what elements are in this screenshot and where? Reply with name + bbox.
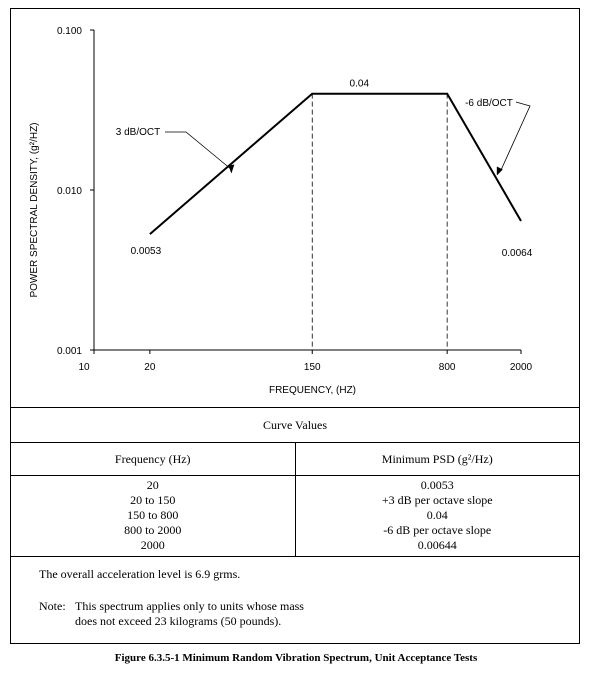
table-caption: Curve Values	[11, 408, 579, 443]
annotation-6db-leader	[500, 101, 531, 171]
notes-section: The overall acceleration level is 6.9 gr…	[11, 557, 579, 629]
x-tick-label: 2000	[510, 362, 533, 373]
table-cell: 2000	[140, 538, 165, 552]
table-cell: +3 dB per octave slope	[381, 493, 493, 507]
annotation-6db-oct: -6 dB/OCT	[465, 98, 513, 109]
x-tick-label: 10	[78, 362, 90, 373]
note: Note: This spectrum applies only to unit…	[39, 599, 579, 629]
table-cell: 0.0053	[420, 478, 454, 492]
note-body: This spectrum applies only to units whos…	[75, 599, 304, 629]
table-cell: 20	[146, 478, 159, 492]
y-tick-label: 0.100	[57, 26, 82, 37]
x-axis-title: FREQUENCY, (HZ)	[269, 385, 356, 396]
chart-svg: 0.001 0.010 0.100 10 20 150 800 2000 FREQUENCY, …	[29, 26, 533, 396]
psd-curve	[149, 92, 522, 235]
note-line-1: This spectrum applies only to units whos…	[75, 599, 304, 613]
curve-values-table: Curve Values Frequency (Hz) Minimum PSD …	[11, 407, 579, 629]
psd-column: 0.0053 +3 dB per octave slope 0.04 -6 dB…	[296, 476, 580, 556]
x-tick-label: 20	[144, 362, 156, 373]
header-frequency: Frequency (Hz)	[11, 443, 296, 475]
x-tick-label: 150	[304, 362, 321, 373]
y-tick-label: 0.001	[57, 346, 82, 357]
figure-frame: 0.001 0.010 0.100 10 20 150 800 2000 FREQUENCY, …	[10, 8, 580, 644]
table-cell: 150 to 800	[127, 508, 179, 522]
annotation-0.0053: 0.0053	[131, 246, 162, 257]
annotation-0.04: 0.04	[350, 79, 370, 90]
table-header-row: Frequency (Hz) Minimum PSD (g²/Hz)	[11, 443, 579, 476]
table-cell: 20 to 150	[130, 493, 176, 507]
figure-caption: Figure 6.3.5-1 Minimum Random Vibration …	[114, 652, 478, 664]
annotation-3db-arrowhead	[228, 164, 235, 174]
table-cell: 0.00644	[417, 538, 457, 552]
x-tick-label: 800	[439, 362, 456, 373]
note-label: Note:	[39, 599, 66, 613]
overall-level-text: The overall acceleration level is 6.9 gr…	[39, 567, 241, 581]
annotation-3db-leader	[165, 131, 232, 170]
note-line-2: does not exceed 23 kilograms (50 pounds)…	[75, 614, 282, 628]
table-body: 20 20 to 150 150 to 800 800 to 2000 2000…	[11, 476, 579, 557]
header-psd: Minimum PSD (g²/Hz)	[381, 452, 493, 466]
y-tick-label: 0.010	[57, 186, 82, 197]
table-cell: 800 to 2000	[124, 523, 182, 537]
frequency-column: 20 20 to 150 150 to 800 800 to 2000 2000	[11, 476, 296, 556]
annotation-3db-oct: 3 dB/OCT	[116, 127, 160, 138]
annotation-0.0064: 0.0064	[502, 248, 533, 259]
table-cell: -6 dB per octave slope	[383, 523, 492, 537]
table-cell: 0.04	[426, 508, 448, 522]
y-axis-title: POWER SPECTRAL DENSITY, (g²/HZ)	[29, 122, 40, 297]
annotation-6db-arrowhead	[496, 166, 503, 176]
psd-chart: 0.001 0.010 0.100 10 20 150 800 2000 FREQUENCY, …	[11, 9, 581, 407]
